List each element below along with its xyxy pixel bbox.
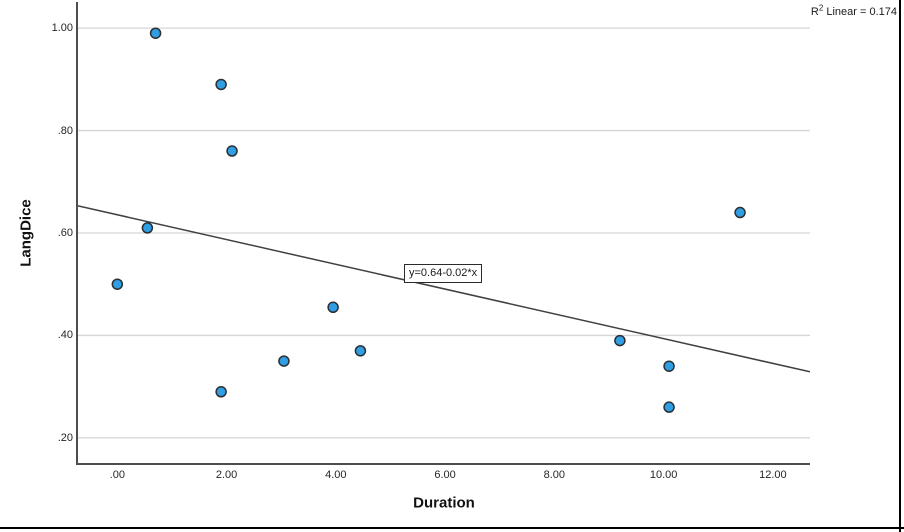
y-tick-label: 1.00 xyxy=(51,22,73,35)
data-point xyxy=(226,145,238,157)
x-tick-label: 6.00 xyxy=(434,469,456,481)
data-point xyxy=(149,27,162,39)
x-tick-label: .00 xyxy=(109,469,125,481)
y-tick-label: .40 xyxy=(57,329,73,342)
regression-line xyxy=(78,205,810,373)
x-tick-label: 12.00 xyxy=(759,469,787,481)
r-squared-superscript: 2 xyxy=(818,3,824,13)
frame-border-right xyxy=(899,0,901,532)
regression-equation-label: y=0.64-0.02*x xyxy=(404,264,483,283)
data-point xyxy=(327,301,339,314)
r-squared-base: R xyxy=(810,6,819,18)
data-point xyxy=(111,278,124,290)
data-point xyxy=(215,78,227,91)
plot-area: y=0.64-0.02*x xyxy=(76,2,810,465)
x-tick-label: 8.00 xyxy=(543,469,566,481)
plot-canvas xyxy=(78,27,810,439)
data-point xyxy=(663,401,675,413)
x-tick-label: 2.00 xyxy=(215,469,238,481)
frame-border-bottom xyxy=(0,527,904,529)
y-tick-label: .80 xyxy=(57,124,73,137)
data-point xyxy=(354,345,367,357)
y-tick-label: .20 xyxy=(57,431,73,444)
r-squared-label: R2 Linear = 0.174 xyxy=(810,3,897,18)
x-axis-tick-labels: .00 2.00 4.00 6.00 8.00 10.00 12.00 xyxy=(78,468,810,484)
data-point xyxy=(141,222,154,234)
data-point xyxy=(734,206,746,219)
x-tick-label: 4.00 xyxy=(325,469,347,481)
y-axis-tick-labels: 1.00 .80 .60 .40 .20 xyxy=(29,0,73,470)
data-point xyxy=(278,355,290,367)
x-tick-label: 10.00 xyxy=(649,469,678,481)
r-squared-rest: Linear = 0.174 xyxy=(823,6,897,18)
x-axis-title: Duration xyxy=(413,494,475,512)
data-point xyxy=(614,334,626,347)
y-tick-label: .60 xyxy=(57,227,73,239)
data-point xyxy=(663,360,675,372)
data-point xyxy=(215,386,227,398)
